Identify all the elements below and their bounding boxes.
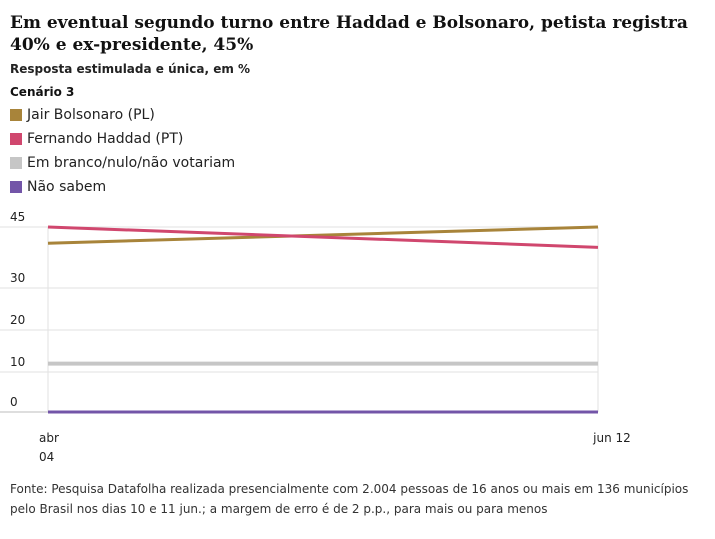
legend-swatch <box>10 157 22 169</box>
y-tick-label: 0 <box>10 395 18 409</box>
x-tick-label: abr 04 <box>39 431 59 464</box>
chart-subtitle: Resposta estimulada e única, em % <box>10 62 251 76</box>
scenario-label: Cenário 3 <box>10 85 75 99</box>
legend-label: Não sabem <box>27 179 107 195</box>
legend-item-branco-nulo: Em branco/nulo/não votariam <box>10 151 235 175</box>
chart-title: Em eventual segundo turno entre Haddad e… <box>10 13 688 55</box>
legend-item-nao-sabem: Não sabem <box>10 175 235 199</box>
legend-swatch <box>10 133 22 145</box>
legend-label: Jair Bolsonaro (PL) <box>27 107 155 123</box>
legend: Jair Bolsonaro (PL) Fernando Haddad (PT)… <box>10 103 235 199</box>
line-chart: 0 10 20 30 45 abr 04 jun 12 <box>0 210 631 464</box>
y-tick-label: 20 <box>10 313 25 327</box>
legend-label: Fernando Haddad (PT) <box>27 131 184 147</box>
series-line-1 <box>47 225 599 245</box>
y-tick-label: 30 <box>10 271 25 285</box>
source-note: Fonte: Pesquisa Datafolha realizada pres… <box>10 482 689 516</box>
legend-swatch <box>10 109 22 121</box>
legend-item-bolsonaro: Jair Bolsonaro (PL) <box>10 103 235 127</box>
x-tick-label: jun 12 <box>592 431 631 445</box>
legend-item-haddad: Fernando Haddad (PT) <box>10 127 235 151</box>
y-tick-label: 10 <box>10 355 25 369</box>
series-line-2 <box>47 225 599 249</box>
legend-swatch <box>10 181 22 193</box>
y-tick-label: 45 <box>10 210 25 224</box>
legend-label: Em branco/nulo/não votariam <box>27 155 236 171</box>
